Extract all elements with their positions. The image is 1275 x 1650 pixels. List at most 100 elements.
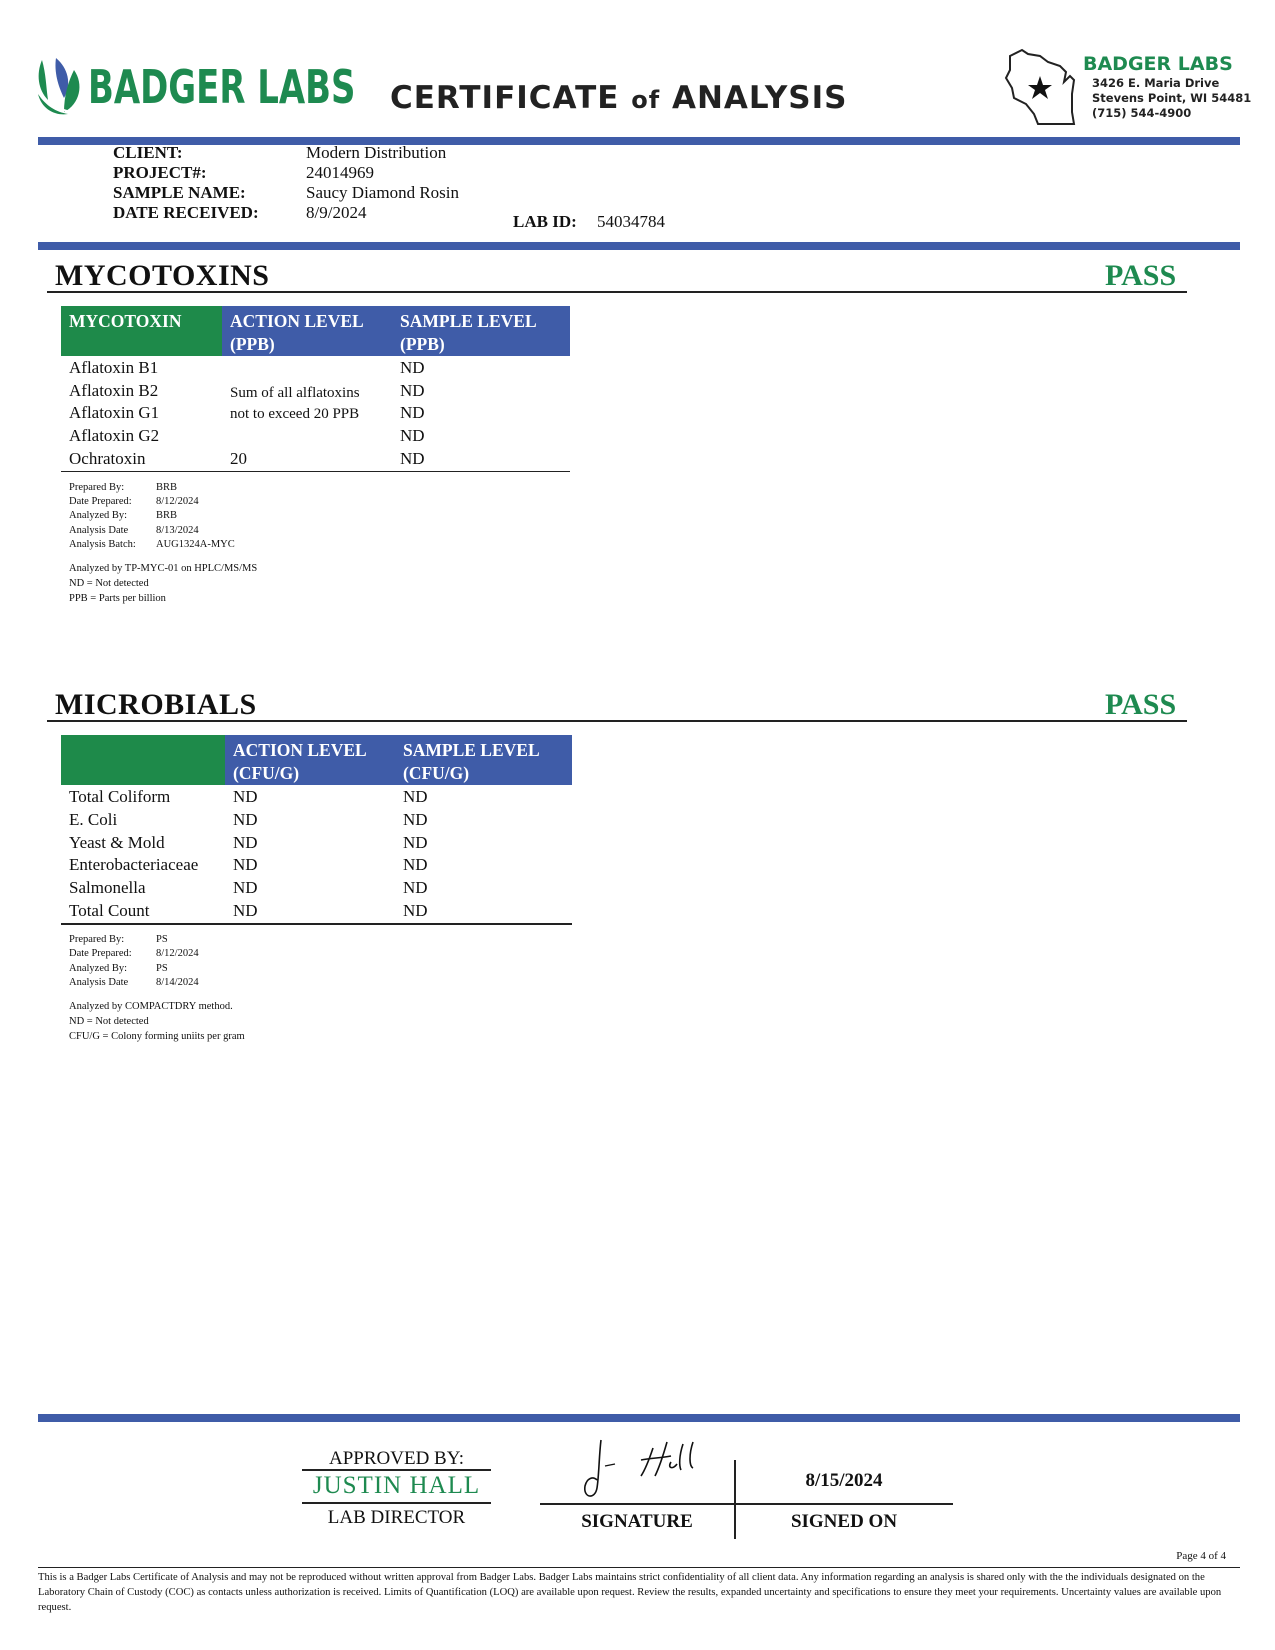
section-result: PASS bbox=[1105, 688, 1177, 721]
page-number: Page 4 of 4 bbox=[1176, 1550, 1226, 1562]
meta-label: Analysis Date bbox=[69, 976, 129, 988]
row-action: ND bbox=[233, 855, 258, 875]
signature-drawing bbox=[584, 1439, 694, 1497]
logo-icon bbox=[38, 58, 80, 115]
row-name: Total Count bbox=[69, 901, 150, 920]
row-name: Aflatoxin G1 bbox=[69, 403, 160, 423]
meta-value: 8/12/2024 bbox=[156, 496, 199, 508]
note-line: Sum of all alflatoxins bbox=[230, 384, 360, 401]
meta-label: Prepared By: bbox=[69, 934, 125, 945]
header-cell: SAMPLE LEVEL (PPB) bbox=[392, 306, 570, 356]
row-action: ND bbox=[233, 787, 258, 806]
row-sample: ND bbox=[400, 380, 425, 400]
separator bbox=[734, 1460, 736, 1539]
field-value: 8/9/2024 bbox=[306, 203, 367, 222]
meta-label: Analyzed By: bbox=[69, 962, 128, 974]
row-name: Total Coliform bbox=[69, 787, 171, 806]
field-label: CLIENT: bbox=[113, 143, 183, 162]
row-name: Aflatoxin B1 bbox=[69, 358, 159, 377]
field-value: 24014969 bbox=[306, 163, 374, 182]
section-title: MYCOTOXINS bbox=[55, 259, 270, 292]
meta-value: 8/14/2024 bbox=[156, 976, 199, 988]
rule bbox=[302, 1469, 491, 1471]
row-name: Yeast & Mold bbox=[69, 832, 165, 852]
row-sample: ND bbox=[403, 855, 428, 875]
row-action: ND bbox=[233, 878, 258, 898]
row-sample: ND bbox=[403, 878, 428, 898]
divider bbox=[38, 137, 1240, 145]
rule bbox=[540, 1503, 953, 1505]
field-label: DATE RECEIVED: bbox=[113, 203, 259, 222]
meta-label: Prepared By: bbox=[69, 481, 125, 493]
row-sample: ND bbox=[400, 358, 425, 377]
field-label: SAMPLE NAME: bbox=[113, 183, 246, 202]
meta-value: BRB bbox=[156, 510, 178, 522]
row-name: Aflatoxin G2 bbox=[69, 426, 160, 446]
row-sample: ND bbox=[400, 426, 425, 446]
row-sample: ND bbox=[400, 448, 425, 468]
header-cell bbox=[61, 735, 225, 785]
section-result: PASS bbox=[1105, 259, 1177, 292]
row-sample: ND bbox=[403, 787, 428, 806]
address-name: BADGER LABS bbox=[1083, 53, 1233, 75]
row-name: Salmonella bbox=[69, 878, 146, 898]
note: PPB = Parts per billion bbox=[69, 593, 166, 605]
rule bbox=[302, 1502, 491, 1504]
row-sample: ND bbox=[403, 832, 428, 852]
row-name: Aflatoxin B2 bbox=[69, 380, 159, 400]
meta-value: 8/13/2024 bbox=[156, 524, 199, 536]
header-text: MYCOTOXIN bbox=[69, 311, 182, 331]
header-cell: SAMPLE LEVEL (CFU/G) bbox=[395, 735, 572, 785]
note: ND = Not detected bbox=[69, 1016, 149, 1028]
logo-text: BADGER LABS bbox=[88, 60, 356, 114]
header-text: ACTION LEVEL bbox=[233, 740, 367, 760]
address-line: 3426 E. Maria Drive bbox=[1092, 76, 1220, 90]
title-part: CERTIFICATE bbox=[390, 80, 620, 116]
section-title: MICROBIALS bbox=[55, 688, 257, 721]
approved-label: APPROVED BY: bbox=[329, 1448, 464, 1469]
note: CFU/G = Colony forming uniits per gram bbox=[69, 1031, 245, 1043]
rule bbox=[47, 720, 1187, 722]
signature-label: SIGNATURE bbox=[581, 1511, 693, 1532]
header-cell: ACTION LEVEL (PPB) bbox=[222, 306, 392, 356]
divider bbox=[38, 242, 1240, 250]
address-line: (715) 544-4900 bbox=[1092, 106, 1192, 120]
lab-id-label: LAB ID: bbox=[513, 212, 577, 231]
header-cell: ACTION LEVEL (CFU/G) bbox=[225, 735, 395, 785]
row-name: Enterobacteriaceae bbox=[69, 855, 199, 875]
meta-value: PS bbox=[156, 962, 168, 974]
header-text: SAMPLE LEVEL bbox=[400, 311, 537, 331]
signed-on-label: SIGNED ON bbox=[790, 1511, 898, 1532]
note: ND = Not detected bbox=[69, 578, 149, 590]
meta-value: PS bbox=[156, 934, 168, 945]
meta-label: Analyzed By: bbox=[69, 510, 128, 522]
row-sample: ND bbox=[403, 809, 428, 829]
signed-date: 8/15/2024 bbox=[805, 1470, 883, 1491]
title-part: of bbox=[631, 86, 661, 114]
approver-role: LAB DIRECTOR bbox=[327, 1507, 466, 1528]
meta-value: 8/12/2024 bbox=[156, 948, 199, 960]
header-text: ACTION LEVEL bbox=[230, 311, 364, 331]
note-line: not to exceed 20 PPB bbox=[230, 405, 360, 422]
row-sample: ND bbox=[403, 901, 428, 920]
address: 3426 E. Maria Drive Stevens Point, WI 544… bbox=[1092, 76, 1251, 121]
row-name: E. Coli bbox=[69, 809, 118, 829]
rule bbox=[38, 1567, 1240, 1569]
header-cell: MYCOTOXIN bbox=[61, 306, 222, 356]
meta-label: Date Prepared: bbox=[69, 496, 132, 508]
meta-label: Analysis Date bbox=[69, 524, 129, 536]
disclaimer: This is a Badger Labs Certificate of Ana… bbox=[38, 1572, 1222, 1613]
row-action: 20 bbox=[230, 448, 247, 468]
rule bbox=[47, 291, 1187, 293]
divider bbox=[38, 1414, 1240, 1422]
state-map bbox=[1004, 48, 1076, 125]
meta-label: Date Prepared: bbox=[69, 948, 132, 960]
meta-label: Analysis Batch: bbox=[69, 539, 136, 550]
field-value: Modern Distribution bbox=[306, 143, 447, 162]
header-text: (CFU/G) bbox=[233, 763, 300, 783]
row-name: Ochratoxin bbox=[69, 448, 146, 468]
title-part: ANALYSIS bbox=[671, 80, 848, 116]
meta-value: BRB bbox=[156, 481, 178, 493]
field-label: PROJECT#: bbox=[113, 163, 207, 182]
